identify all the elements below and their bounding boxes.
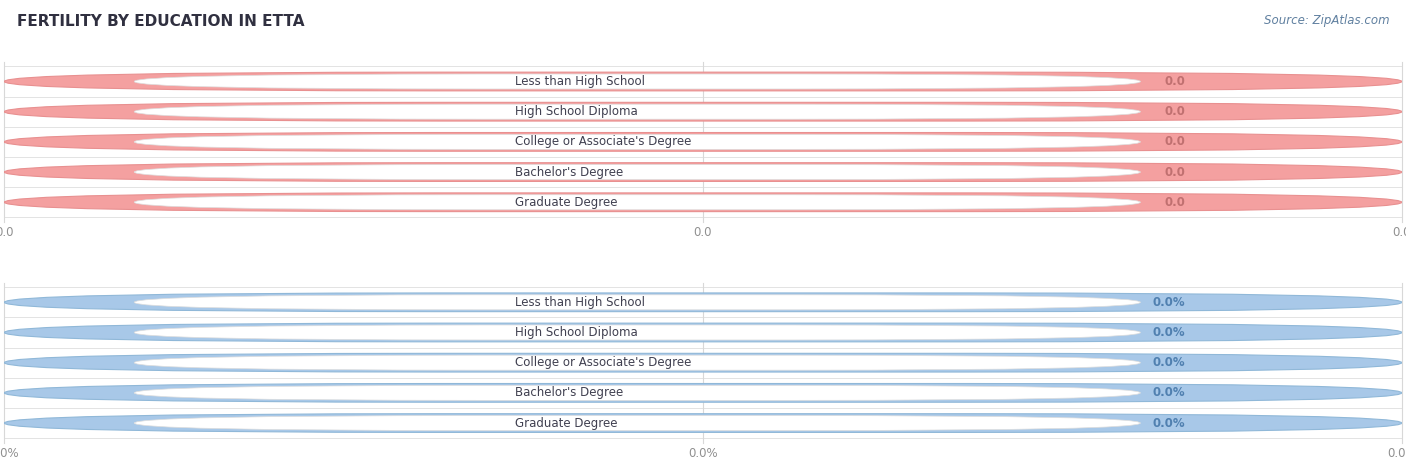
FancyBboxPatch shape (134, 355, 1140, 370)
Text: High School Diploma: High School Diploma (516, 326, 638, 339)
FancyBboxPatch shape (4, 414, 1402, 432)
Text: College or Associate's Degree: College or Associate's Degree (516, 356, 692, 369)
Text: Bachelor's Degree: Bachelor's Degree (516, 387, 624, 399)
Text: 0.0%: 0.0% (1153, 326, 1185, 339)
Text: 0.0: 0.0 (1164, 105, 1185, 118)
FancyBboxPatch shape (134, 165, 1140, 179)
FancyBboxPatch shape (134, 295, 1140, 310)
Text: 0.0%: 0.0% (1153, 387, 1185, 399)
Text: 0.0: 0.0 (1164, 135, 1185, 149)
FancyBboxPatch shape (4, 323, 1402, 342)
Text: 0.0%: 0.0% (1153, 296, 1185, 309)
FancyBboxPatch shape (134, 134, 1140, 149)
Text: Graduate Degree: Graduate Degree (516, 196, 619, 209)
Text: Less than High School: Less than High School (516, 75, 645, 88)
FancyBboxPatch shape (4, 293, 1402, 312)
Text: Source: ZipAtlas.com: Source: ZipAtlas.com (1264, 14, 1389, 27)
Text: 0.0: 0.0 (1164, 75, 1185, 88)
FancyBboxPatch shape (4, 384, 1402, 402)
FancyBboxPatch shape (134, 386, 1140, 400)
Text: High School Diploma: High School Diploma (516, 105, 638, 118)
FancyBboxPatch shape (4, 132, 1402, 151)
Text: Graduate Degree: Graduate Degree (516, 416, 619, 429)
FancyBboxPatch shape (4, 163, 1402, 181)
Text: College or Associate's Degree: College or Associate's Degree (516, 135, 692, 149)
Text: 0.0: 0.0 (1164, 166, 1185, 178)
Text: Less than High School: Less than High School (516, 296, 645, 309)
FancyBboxPatch shape (4, 193, 1402, 212)
FancyBboxPatch shape (134, 325, 1140, 340)
FancyBboxPatch shape (4, 102, 1402, 121)
Text: FERTILITY BY EDUCATION IN ETTA: FERTILITY BY EDUCATION IN ETTA (17, 14, 304, 30)
Text: Bachelor's Degree: Bachelor's Degree (516, 166, 624, 178)
Text: 0.0%: 0.0% (1153, 356, 1185, 369)
FancyBboxPatch shape (4, 72, 1402, 91)
Text: 0.0%: 0.0% (1153, 416, 1185, 429)
FancyBboxPatch shape (134, 104, 1140, 119)
FancyBboxPatch shape (134, 416, 1140, 431)
FancyBboxPatch shape (4, 353, 1402, 372)
FancyBboxPatch shape (134, 195, 1140, 210)
Text: 0.0: 0.0 (1164, 196, 1185, 209)
FancyBboxPatch shape (134, 74, 1140, 89)
